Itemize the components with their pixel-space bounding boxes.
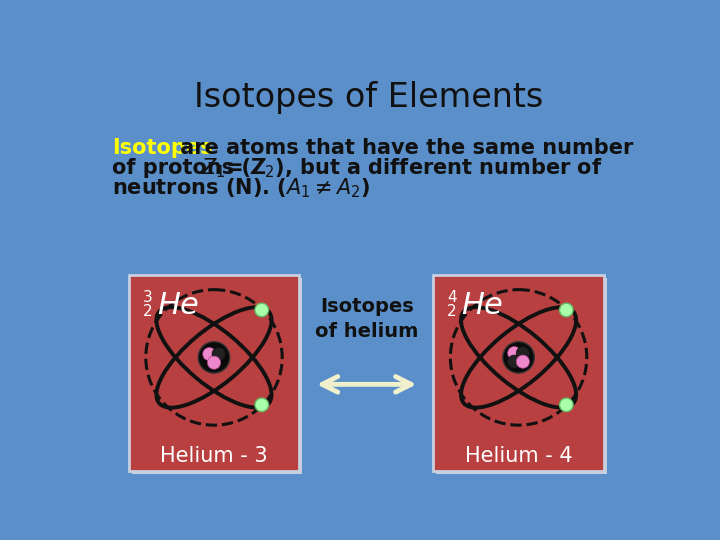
Circle shape — [559, 303, 573, 317]
Text: $\it{He}$: $\it{He}$ — [462, 291, 503, 320]
FancyBboxPatch shape — [129, 275, 300, 471]
Circle shape — [503, 342, 534, 373]
Text: Isotopes: Isotopes — [112, 138, 212, 158]
FancyBboxPatch shape — [132, 278, 302, 474]
Circle shape — [516, 355, 529, 368]
Text: $\it{He}$: $\it{He}$ — [157, 291, 199, 320]
Circle shape — [559, 398, 573, 411]
Circle shape — [516, 347, 529, 360]
Text: Helium - 3: Helium - 3 — [160, 446, 268, 465]
Circle shape — [207, 356, 220, 369]
Text: neutrons (N). ($A_1 \neq A_2$): neutrons (N). ($A_1 \neq A_2$) — [112, 176, 370, 200]
Text: $Z_1$= $Z_2$), but a different number of: $Z_1$= $Z_2$), but a different number of — [201, 156, 603, 180]
Text: 3: 3 — [143, 290, 153, 305]
Text: 2: 2 — [143, 304, 153, 319]
Circle shape — [255, 303, 269, 317]
Text: are atoms that have the same number: are atoms that have the same number — [173, 138, 634, 158]
FancyBboxPatch shape — [436, 278, 607, 474]
Text: of protons (Z: of protons (Z — [112, 158, 266, 178]
Circle shape — [255, 398, 269, 411]
Text: 2: 2 — [447, 304, 457, 319]
Circle shape — [508, 355, 521, 368]
Circle shape — [508, 347, 521, 360]
Circle shape — [198, 342, 230, 373]
Circle shape — [203, 348, 216, 361]
Text: Isotopes
of helium: Isotopes of helium — [315, 297, 418, 341]
FancyBboxPatch shape — [433, 275, 604, 471]
Text: Helium - 4: Helium - 4 — [465, 446, 572, 465]
Text: Isotopes of Elements: Isotopes of Elements — [194, 80, 544, 113]
Circle shape — [212, 348, 225, 361]
Text: 4: 4 — [447, 290, 457, 305]
